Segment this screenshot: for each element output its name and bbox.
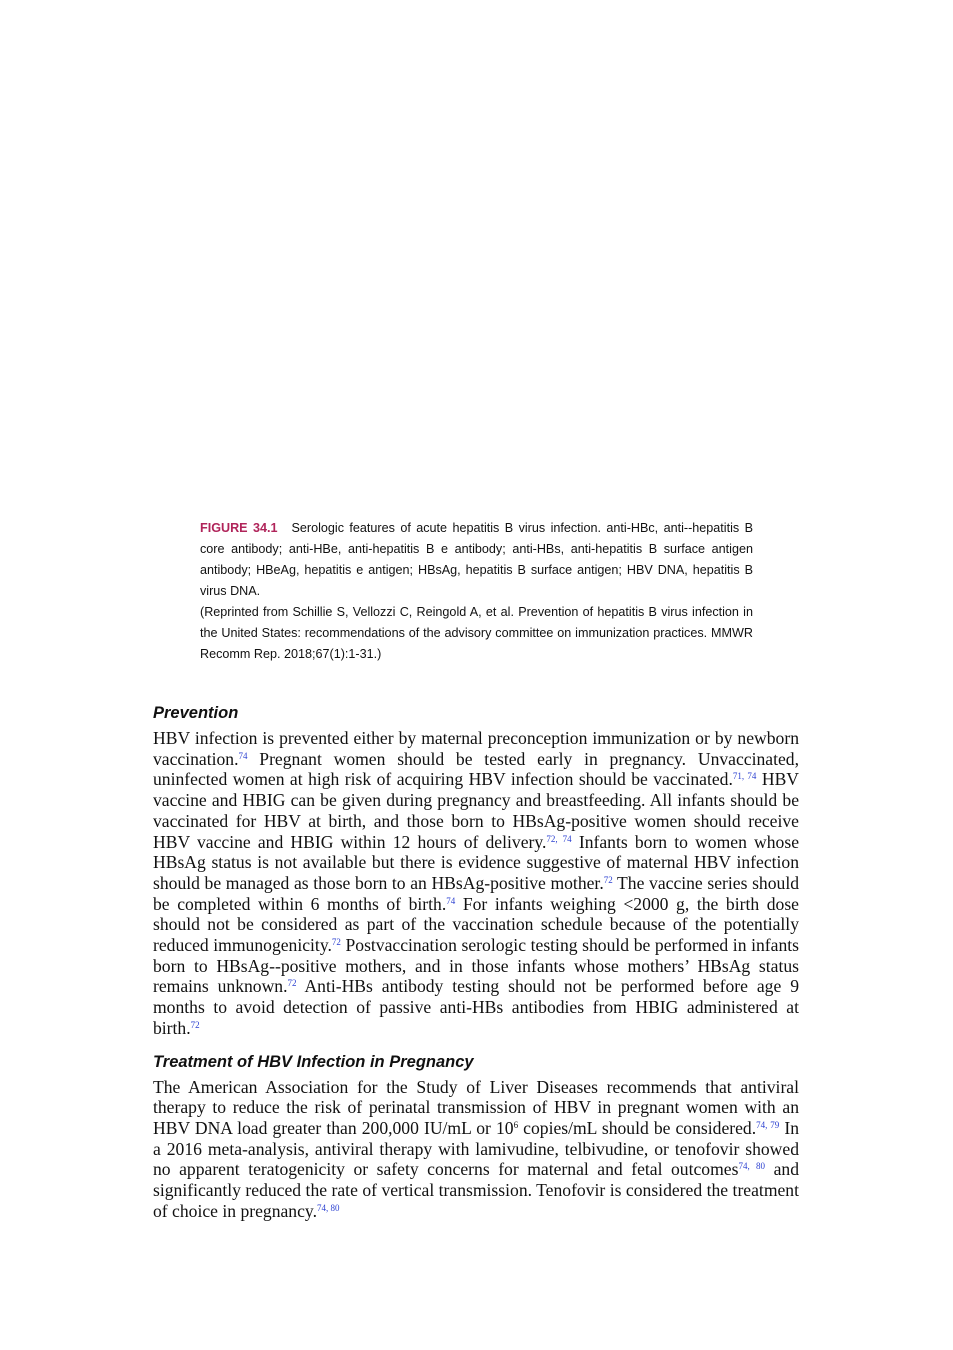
reference: 74 <box>446 895 456 906</box>
text-run: HBV infection is prevented either by mat… <box>153 728 799 769</box>
text-run: For infants weighing <2000 g, the birth … <box>153 893 799 956</box>
paragraph: The American Association for the Study o… <box>153 1077 799 1222</box>
body: Prevention HBV infection is prevented eit… <box>153 702 799 1233</box>
text-run: Infants born to women whose HBsAg status… <box>153 831 800 893</box>
exponent: 6 <box>513 1119 519 1130</box>
caption: FIGURE 34.1 Serologic features of acute h… <box>200 518 753 602</box>
reference: 74 <box>238 750 248 761</box>
reference: 72, 74 <box>546 833 572 844</box>
caption-text: Serologic features of acute hepatitis B … <box>200 521 753 598</box>
text-run: The American Association for the Study o… <box>153 1076 799 1138</box>
reference: 72 <box>331 937 341 948</box>
figure-caption: FIGURE 34.1 Serologic features of acute h… <box>200 518 753 665</box>
reference: 71, 74 <box>732 771 757 782</box>
paragraph: HBV infection is prevented either by mat… <box>153 728 799 1039</box>
text-run: Pregnant women should be tested early in… <box>153 748 799 790</box>
source: (Reprinted from Schillie S, Vellozzi C, … <box>200 605 753 661</box>
section-heading: Prevention <box>153 704 239 722</box>
reference: 74, 80 <box>316 1202 340 1213</box>
reference: 72 <box>287 978 297 989</box>
reference: 72 <box>603 874 613 885</box>
figure-label: FIGURE 34.1 <box>200 521 278 535</box>
section-heading: Treatment of HBV Infection in Pregnancy <box>153 1052 474 1071</box>
text-run: HBV vaccine and HBIG can be given during… <box>153 769 800 852</box>
reference: 74, 79 <box>756 1119 780 1130</box>
reference: 72 <box>190 1019 200 1030</box>
text-run: The vaccine series should be completed w… <box>153 872 799 914</box>
text-run: copies/mL should be considered. <box>518 1117 757 1138</box>
reference: 74, 80 <box>738 1161 766 1172</box>
text-run: and significantly reduced the rate of ve… <box>153 1159 799 1221</box>
text-run: Postvaccination serologic testing should… <box>153 935 799 997</box>
text-run: Anti-HBs antibody testing should not be … <box>153 976 799 1038</box>
text-run: In a 2016 meta-analysis, antiviral thera… <box>153 1117 800 1180</box>
